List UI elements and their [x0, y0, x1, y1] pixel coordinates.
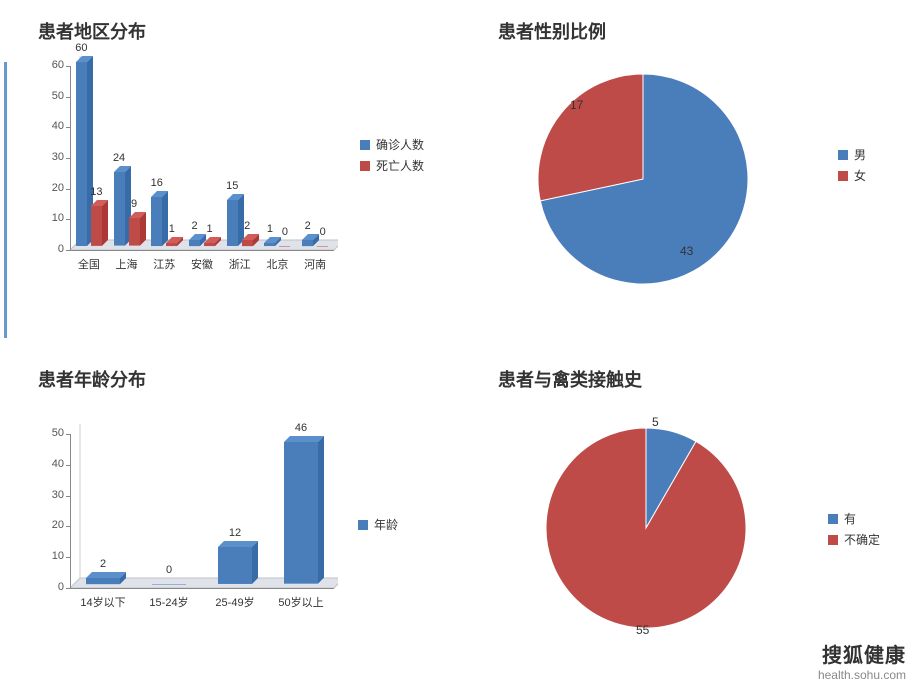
legend-item: 女 [838, 167, 866, 184]
bar-value-label: 12 [212, 527, 258, 539]
bar [317, 240, 340, 252]
y-tick-label: 50 [38, 90, 64, 102]
legend-item: 确诊人数 [360, 136, 424, 153]
legend-label: 不确定 [844, 531, 880, 548]
legend-swatch [838, 171, 848, 181]
legend-region: 确诊人数死亡人数 [360, 136, 424, 178]
y-tick-label: 0 [38, 243, 64, 255]
pie-value-label: 43 [680, 244, 693, 258]
y-tick-label: 60 [38, 59, 64, 71]
category-label: 北京 [259, 256, 297, 272]
bar-value-label: 1 [198, 223, 221, 235]
pie-value-label: 55 [636, 623, 649, 637]
category-label: 江苏 [145, 256, 183, 272]
legend-swatch [828, 514, 838, 524]
legend-item: 死亡人数 [360, 157, 424, 174]
category-label: 河南 [296, 256, 334, 272]
legend-contact: 有不确定 [828, 510, 880, 552]
legend-age: 年龄 [358, 516, 398, 537]
legend-item: 不确定 [828, 531, 880, 548]
y-tick-label: 30 [38, 151, 64, 163]
category-label: 14岁以下 [70, 594, 136, 610]
y-tick-label: 10 [38, 212, 64, 224]
bar-value-label: 2 [236, 220, 259, 232]
bar-value-label: 0 [273, 226, 296, 238]
legend-swatch [360, 140, 370, 150]
bar [129, 212, 152, 252]
panel-region: 患者地区分布 0102030405060全国6013上海249江苏161安徽21… [38, 18, 468, 292]
title-gender: 患者性别比例 [498, 18, 908, 44]
bar-value-label: 15 [221, 180, 244, 192]
bar-value-label: 0 [146, 564, 192, 576]
category-label: 15-24岁 [136, 594, 202, 610]
pie-slice [538, 74, 643, 201]
legend-swatch [838, 150, 848, 160]
legend-label: 年龄 [374, 516, 398, 533]
legend-label: 女 [854, 167, 866, 184]
bar [242, 234, 265, 252]
legend-item: 年龄 [358, 516, 398, 533]
category-label: 上海 [108, 256, 146, 272]
bar [204, 237, 227, 252]
bar-value-label: 1 [160, 223, 183, 235]
bar [152, 578, 198, 590]
category-label: 浙江 [221, 256, 259, 272]
bar [279, 240, 302, 252]
bar [284, 436, 330, 590]
legend-item: 有 [828, 510, 880, 527]
y-tick-label: 50 [38, 427, 64, 439]
bar [86, 572, 132, 590]
legend-swatch [828, 535, 838, 545]
chart-gender: 43 17 [528, 64, 768, 294]
legend-item: 男 [838, 146, 866, 163]
category-label: 安徽 [183, 256, 221, 272]
legend-gender: 男女 [838, 146, 866, 188]
y-tick-label: 30 [38, 489, 64, 501]
left-accent-bar [4, 62, 7, 338]
chart-age: 0 10 20 30 40 50 14岁以下 2 15-24岁 0 25-49岁 12 50岁以上 46 [38, 420, 338, 630]
bar-value-label: 60 [70, 42, 93, 54]
bar-value-label: 46 [278, 422, 324, 434]
y-tick-label: 10 [38, 550, 64, 562]
y-tick-label: 20 [38, 182, 64, 194]
bar-value-label: 24 [108, 152, 131, 164]
bar [91, 200, 114, 252]
legend-label: 男 [854, 146, 866, 163]
title-contact: 患者与禽类接触史 [498, 366, 908, 392]
y-tick-label: 20 [38, 519, 64, 531]
y-tick-label: 40 [38, 458, 64, 470]
bar [166, 237, 189, 252]
bar-value-label: 16 [145, 177, 168, 189]
category-label: 全国 [70, 256, 108, 272]
legend-label: 死亡人数 [376, 157, 424, 174]
pie-value-label: 5 [652, 415, 659, 429]
panel-contact: 患者与禽类接触史 555 有不确定 [498, 366, 908, 638]
chart-contact: 555 [536, 418, 756, 638]
legend-swatch [358, 520, 368, 530]
category-label: 50岁以上 [268, 594, 334, 610]
bar-value-label: 2 [80, 558, 126, 570]
pie-value-label: 17 [570, 98, 583, 112]
y-tick-label: 40 [38, 120, 64, 132]
panel-gender: 患者性别比例 43 17 男女 [498, 18, 908, 294]
panel-age: 患者年龄分布 0 10 20 30 40 50 14岁以下 2 15-24岁 0 25-49岁 12 5… [38, 366, 468, 630]
bar [218, 541, 264, 590]
legend-swatch [360, 161, 370, 171]
legend-label: 确诊人数 [376, 136, 424, 153]
chart-region: 0102030405060全国6013上海249江苏161安徽21浙江152北京… [38, 52, 338, 292]
category-label: 25-49岁 [202, 594, 268, 610]
pie-slice [546, 428, 746, 628]
y-tick-label: 0 [38, 581, 64, 593]
legend-label: 有 [844, 510, 856, 527]
title-region: 患者地区分布 [38, 18, 468, 44]
footer-branding: 搜狐健康 health.sohu.com [818, 639, 906, 682]
footer-brand: 搜狐健康 [818, 639, 906, 668]
bar-value-label: 13 [85, 186, 108, 198]
bar-value-label: 0 [311, 226, 334, 238]
bar-value-label: 9 [123, 198, 146, 210]
footer-url: health.sohu.com [818, 668, 906, 682]
title-age: 患者年龄分布 [38, 366, 468, 392]
